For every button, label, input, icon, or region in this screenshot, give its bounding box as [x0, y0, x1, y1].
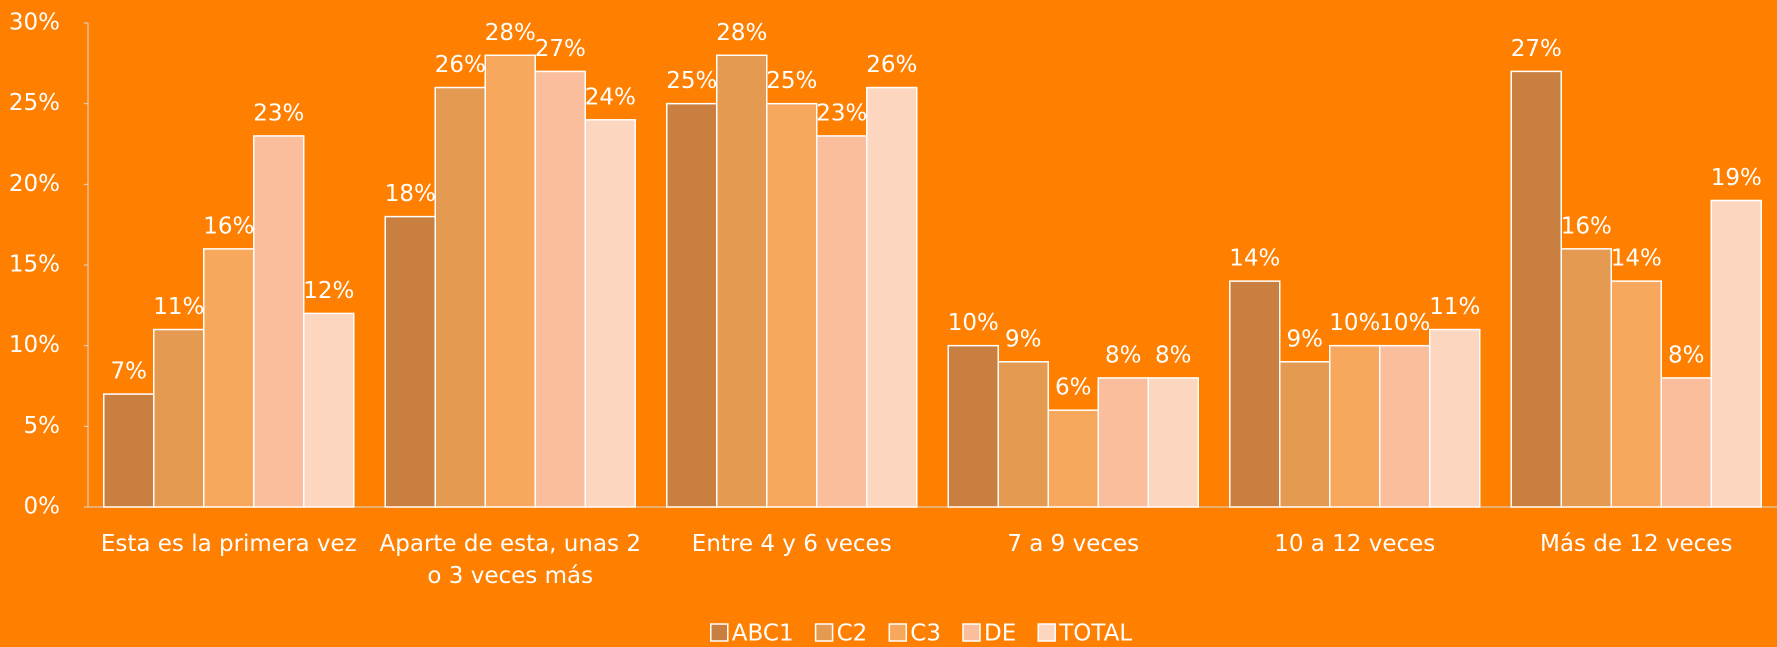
data-label: 27% — [1511, 36, 1562, 62]
data-label: 9% — [1287, 326, 1324, 352]
data-label: 14% — [1611, 246, 1662, 272]
bar — [1610, 280, 1662, 508]
data-label: 24% — [585, 84, 636, 110]
bar — [1660, 377, 1712, 508]
data-label: 28% — [716, 20, 767, 46]
bar — [816, 135, 868, 508]
data-label: 10% — [1379, 310, 1430, 336]
data-label: 7% — [111, 359, 148, 385]
bar — [484, 54, 536, 508]
x-tick-label: Aparte de esta, unas 2 o 3 veces más — [380, 531, 641, 589]
bar — [103, 393, 155, 508]
legend-swatch — [710, 623, 729, 642]
bar — [1279, 361, 1331, 508]
data-label: 16% — [203, 213, 254, 239]
data-label: 18% — [385, 181, 436, 207]
data-label: 23% — [253, 100, 304, 126]
x-tick-line: Aparte de esta, unas 2 — [380, 531, 641, 557]
data-label: 12% — [303, 278, 354, 304]
x-tick-line: o 3 veces más — [427, 563, 593, 589]
x-tick-line: Más de 12 veces — [1540, 531, 1732, 557]
data-label: 28% — [485, 20, 536, 46]
data-label: 9% — [1005, 326, 1042, 352]
bar — [584, 119, 636, 508]
x-tick-label: 7 a 9 veces — [1007, 531, 1139, 557]
y-tick-label: 15% — [9, 252, 60, 278]
bar — [997, 361, 1049, 508]
data-label: 25% — [666, 68, 717, 94]
legend-swatch — [1037, 623, 1056, 642]
x-tick-label: Esta es la primera vez — [101, 531, 357, 557]
legend-label: C3 — [910, 621, 941, 647]
legend: ABC1 C2 C3 DE TOTAL — [710, 621, 1132, 647]
legend-label: ABC1 — [732, 621, 794, 647]
bar — [534, 70, 586, 508]
legend-swatch — [888, 623, 908, 642]
data-label: 10% — [948, 310, 999, 336]
bar — [253, 135, 305, 508]
data-label: 26% — [435, 52, 486, 78]
bar — [1229, 280, 1281, 508]
legend-swatch — [814, 623, 834, 642]
bar — [1429, 328, 1481, 508]
data-label: 8% — [1155, 342, 1192, 368]
x-tick-line: Entre 4 y 6 veces — [692, 531, 892, 557]
data-label: 6% — [1055, 375, 1092, 401]
x-tick-line: Esta es la primera vez — [101, 531, 357, 557]
bar — [1379, 344, 1431, 508]
data-label: 8% — [1105, 342, 1142, 368]
data-label: 19% — [1711, 165, 1762, 191]
legend-label: C2 — [837, 621, 868, 647]
bar — [1510, 70, 1562, 508]
x-tick-label: Más de 12 veces — [1540, 531, 1732, 557]
data-label: 23% — [816, 100, 867, 126]
bar — [1147, 377, 1199, 508]
bar — [947, 344, 999, 508]
data-label: 11% — [1429, 294, 1480, 320]
x-tick-label: Entre 4 y 6 veces — [692, 531, 892, 557]
data-label: 25% — [766, 68, 817, 94]
bar — [384, 215, 436, 508]
data-label: 26% — [866, 52, 917, 78]
data-label: 10% — [1329, 310, 1380, 336]
y-tick-label: 20% — [9, 171, 60, 197]
y-tick-label: 30% — [9, 10, 60, 36]
bar — [1710, 199, 1762, 508]
bar — [434, 86, 486, 508]
y-tick-label: 10% — [9, 332, 60, 358]
bar — [203, 248, 255, 508]
y-tick-label: 0% — [24, 494, 61, 520]
data-label: 14% — [1229, 246, 1280, 272]
y-tick-label: 5% — [24, 413, 61, 439]
bar — [153, 328, 205, 508]
bar — [866, 86, 918, 508]
data-label: 27% — [535, 36, 586, 62]
bar — [1560, 248, 1612, 508]
x-tick-label: 10 a 12 veces — [1274, 531, 1435, 557]
legend-label: TOTAL — [1058, 621, 1132, 647]
bar — [1329, 344, 1381, 508]
x-tick-line: 7 a 9 veces — [1007, 531, 1139, 557]
data-label: 11% — [153, 294, 204, 320]
legend-swatch — [962, 623, 981, 642]
x-tick-line: 10 a 12 veces — [1274, 531, 1435, 557]
data-label: 16% — [1561, 213, 1612, 239]
bar — [1097, 377, 1149, 508]
y-tick-label: 25% — [9, 90, 60, 116]
legend-label: DE — [984, 621, 1016, 647]
bar — [303, 312, 355, 508]
data-label: 8% — [1668, 342, 1705, 368]
bar — [766, 102, 818, 508]
bar — [666, 102, 718, 508]
bar — [1047, 409, 1099, 508]
bar — [716, 54, 768, 508]
